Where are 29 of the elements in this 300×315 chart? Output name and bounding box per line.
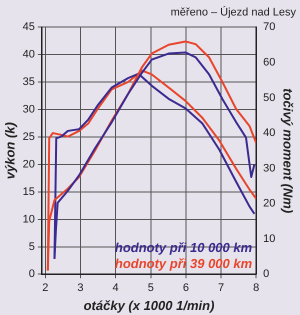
y-tick-label: 45	[22, 21, 35, 34]
y2-tick-label: 10	[263, 232, 276, 245]
y-tick-label: 40	[22, 48, 35, 61]
y-tick-label: 0	[28, 268, 35, 280]
chart-title: měřeno – Újezd nad Lesy	[170, 6, 296, 19]
x-tick-label: 7	[218, 282, 224, 294]
x-axis-title: otáčky (x 1000 1/min)	[84, 298, 214, 313]
y-tick-label: 30	[22, 104, 35, 116]
y2-tick-label: 30	[263, 162, 276, 174]
y-tick-label: 15	[22, 186, 35, 198]
y-axis-title: výkon (k)	[2, 122, 18, 180]
x-tick-label: 5	[148, 282, 154, 294]
x-tick-label: 6	[182, 282, 189, 294]
y2-tick-label: 20	[263, 198, 276, 210]
y-tick-label: 35	[22, 76, 35, 88]
y-tick-label: 20	[22, 158, 35, 170]
y-tick-label: 10	[22, 213, 35, 226]
y2-tick-label: 50	[263, 92, 276, 104]
y2-tick-label: 70	[263, 21, 276, 34]
x-tick-label: 8	[253, 282, 260, 294]
y2-tick-label: 0	[263, 268, 270, 280]
y2-tick-label: 60	[263, 56, 276, 69]
x-tick-label: 4	[112, 282, 119, 294]
y-tick-label: 5	[28, 240, 35, 253]
y2-axis-title: točivý moment (Nm)	[280, 88, 296, 214]
x-tick-label: 3	[77, 282, 84, 294]
x-tick-label: 2	[42, 282, 48, 294]
y2-tick-label: 40	[263, 127, 276, 140]
y-tick-label: 25	[22, 131, 35, 144]
